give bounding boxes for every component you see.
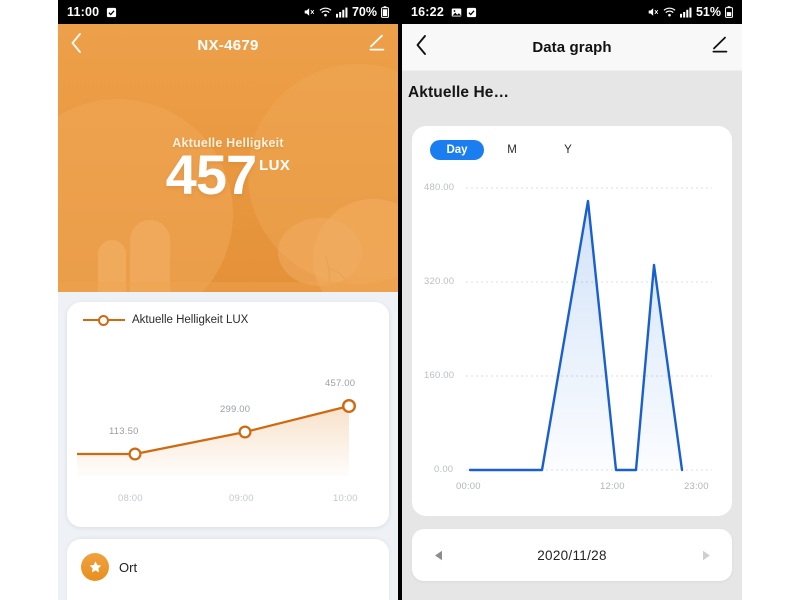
hero-readout: Aktuelle Helligkeit 457 LUX <box>58 136 398 203</box>
right-app-header: Data graph <box>402 24 742 71</box>
image-icon <box>451 7 462 18</box>
left-status-bar: 11:00 70% <box>58 0 398 24</box>
chart-legend: Aktuelle Helligkeit LUX <box>77 314 379 326</box>
left-line-plot[interactable]: 113.50 299.00 457.00 08:00 09:00 10:00 <box>77 328 379 506</box>
place-card[interactable]: Ort <box>67 539 389 600</box>
checkbox-icon <box>466 7 477 18</box>
left-app-header: NX-4679 <box>58 24 398 66</box>
battery-percent: 51% <box>695 5 721 19</box>
wifi-icon <box>319 6 332 18</box>
right-plot-svg <box>466 187 712 472</box>
status-time: 11:00 <box>67 5 100 19</box>
date-navigator: 2020/11/28 <box>412 529 732 581</box>
status-right-cluster: 51% <box>647 5 733 19</box>
page-title: NX-4679 <box>197 36 259 54</box>
x-tick-label: 00:00 <box>456 481 481 492</box>
back-button[interactable] <box>415 34 428 61</box>
pencil-icon[interactable] <box>368 34 386 57</box>
range-tab-group: Day M Y <box>422 140 722 160</box>
right-status-bar: 16:22 51% <box>402 0 742 24</box>
left-phone-screenshot: 11:00 70% <box>58 0 398 600</box>
battery-percent: 70% <box>351 5 377 19</box>
pencil-icon[interactable] <box>711 36 729 59</box>
legend-label: Aktuelle Helligkeit LUX <box>132 314 249 326</box>
x-tick-label: 08:00 <box>118 493 143 504</box>
star-badge-icon <box>81 553 109 581</box>
tab-day[interactable]: Day <box>430 140 484 160</box>
section-title: Aktuelle He… <box>408 84 510 101</box>
data-point-label: 299.00 <box>220 404 251 415</box>
page-title: Data graph <box>532 38 612 56</box>
left-content-area: Aktuelle Helligkeit LUX <box>58 292 398 600</box>
right-phone-screenshot: 16:22 51% <box>402 0 742 600</box>
y-tick-label: 160.00 <box>424 370 455 381</box>
x-tick-label: 12:00 <box>600 481 625 492</box>
brightness-hero-panel: NX-4679 Aktuelle Helligkeit 457 LUX <box>58 24 398 292</box>
legend-marker-icon <box>83 314 125 326</box>
data-point-label: 457.00 <box>325 378 356 389</box>
hero-landscape-decoration <box>58 64 398 292</box>
hero-label: Aktuelle Helligkeit <box>172 136 284 150</box>
right-line-plot[interactable]: 480.00 320.00 160.00 0.00 00:00 12:00 23… <box>422 172 722 492</box>
phone-divider <box>398 0 402 600</box>
battery-icon <box>725 6 733 18</box>
y-tick-label: 320.00 <box>424 276 455 287</box>
status-right-cluster: 70% <box>303 5 389 19</box>
x-tick-label: 10:00 <box>333 493 358 504</box>
current-date: 2020/11/28 <box>537 547 607 563</box>
checkbox-icon <box>106 7 117 18</box>
x-tick-label: 09:00 <box>229 493 254 504</box>
triangle-left-icon[interactable] <box>428 550 448 561</box>
wifi-icon <box>663 6 676 18</box>
tab-month[interactable]: M <box>507 144 517 156</box>
mute-icon <box>647 6 659 18</box>
data-graph-card: Day M Y <box>412 126 732 516</box>
status-time: 16:22 <box>411 5 444 19</box>
battery-icon <box>381 6 389 18</box>
hero-unit: LUX <box>259 157 291 174</box>
tab-year[interactable]: Y <box>564 144 572 156</box>
right-content-area: Aktuelle He… Day M Y <box>402 71 742 600</box>
hero-value: 457 <box>165 143 257 206</box>
left-plot-svg <box>77 398 357 476</box>
triangle-right-icon[interactable] <box>696 550 716 561</box>
y-tick-label: 480.00 <box>424 182 455 193</box>
x-tick-label: 23:00 <box>684 481 709 492</box>
y-tick-label: 0.00 <box>434 464 454 475</box>
brightness-chart-card: Aktuelle Helligkeit LUX <box>67 302 389 527</box>
signal-icon <box>335 6 348 18</box>
back-button[interactable] <box>70 32 83 59</box>
signal-icon <box>679 6 692 18</box>
data-point-label: 113.50 <box>109 426 139 437</box>
mute-icon <box>303 6 315 18</box>
place-label: Ort <box>119 559 138 575</box>
